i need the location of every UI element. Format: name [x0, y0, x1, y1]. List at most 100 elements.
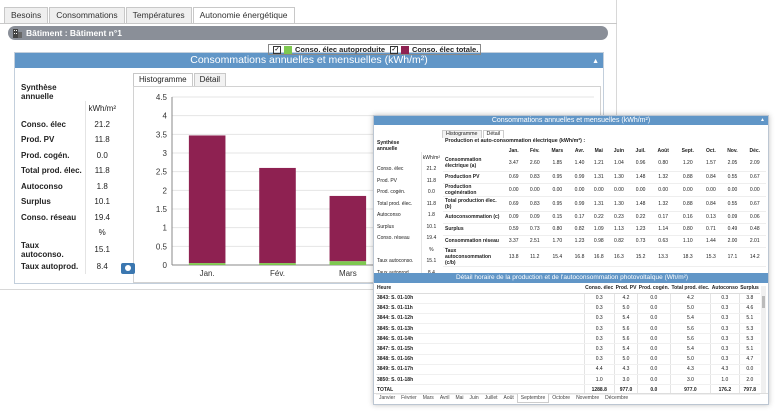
cell-value: 0.3 [710, 354, 740, 365]
cell-value: 1.23 [629, 223, 652, 236]
cell-value: 0.3 [710, 323, 740, 335]
hourly-scrollbar[interactable] [761, 286, 766, 393]
month-tab[interactable]: Janvier [379, 395, 396, 401]
y-tick-label: 4.5 [156, 93, 168, 102]
hourly-header: Détail horaire de la production et de l'… [374, 273, 768, 283]
month-tab[interactable]: Juin [469, 395, 479, 401]
cell-value: 0.0 [637, 354, 671, 365]
cell-value: 0.82 [607, 235, 630, 248]
table-row: Surplus 0.59 0.73 0.80 0.82 1.09 1.13 1.23 1.14 0… [443, 223, 766, 236]
cell-value: 0.49 [721, 223, 744, 236]
cell-value: 1.04 [607, 156, 630, 172]
cell-value: 5.4 [669, 343, 711, 355]
cell-value: 0.0 [637, 343, 671, 355]
cell-value: 0.00 [607, 183, 630, 197]
month-tab[interactable]: Avril [439, 395, 450, 401]
cell-value: 0.3 [710, 303, 740, 314]
collapse-icon[interactable]: ▲ [592, 58, 599, 65]
cell-value: 13.8 [503, 247, 525, 267]
cell-value: 1.40 [569, 156, 590, 172]
tab-consommations[interactable]: Consommations [49, 7, 125, 23]
tab-besoins[interactable]: Besoins [4, 7, 49, 23]
cell-value: 0.00 [743, 183, 766, 197]
month-column-header: Jan. [508, 148, 519, 154]
y-tick-label: 3.5 [156, 130, 168, 139]
scrollbar-thumb[interactable] [762, 296, 765, 308]
legend-checkbox-auto[interactable]: ✓ [273, 45, 281, 54]
cell-value: 1.31 [589, 171, 608, 184]
cell-value: 0.67 [743, 196, 766, 212]
cell-value: 0.95 [545, 196, 570, 212]
month-column-header: Juil. [635, 148, 646, 154]
summary-unit: kWh/m² [85, 101, 118, 117]
cell-value: 1.09 [589, 223, 608, 236]
summary-value: 11.8 [85, 132, 118, 148]
overlay-title: Consommations annuelles et mensuelles (k… [491, 117, 651, 124]
cell-value: 977.0 [613, 384, 638, 396]
cell-value: 0.69 [503, 196, 525, 212]
hourly-column-header: Heure [376, 284, 584, 294]
cell-value: 0.55 [721, 196, 744, 212]
cell-value: 3.47 [503, 156, 525, 172]
tab-histogramme[interactable]: Histogramme [133, 73, 193, 86]
month-tab[interactable]: Août [503, 395, 514, 401]
month-tab[interactable]: Novembre [576, 395, 600, 401]
hour-label: 3850: S. 01-18h [376, 374, 584, 386]
hourly-column-header: Prod. cogén. [637, 284, 671, 294]
legend-checkbox-total[interactable]: ✓ [390, 45, 399, 54]
cell-value: 0.00 [524, 183, 546, 197]
cell-value: 0.22 [629, 211, 652, 224]
cell-value: 0.00 [545, 183, 570, 197]
cell-value: 176.2 [710, 384, 740, 396]
cell-value: 1.10 [675, 235, 701, 248]
hour-label: 3843: S. 01-11h [376, 303, 584, 314]
x-tick-label: Jan. [200, 269, 215, 278]
cell-value: 0.15 [545, 211, 570, 224]
bar-total [329, 195, 367, 262]
table-row: Production PV 0.69 0.83 0.95 0.99 1.31 1.30 1.4… [443, 171, 766, 184]
summary-value: % [85, 225, 118, 241]
hourly-column-header: Surplus [739, 284, 760, 294]
month-tab[interactable]: Décembre [605, 395, 629, 401]
tab-autonomie-energetique[interactable]: Autonomie énergétique [192, 7, 295, 24]
table-row: 3843: S. 01-10h 0.3 4.2 0.0 4.2 0.3 3.8 [376, 293, 760, 304]
month-tab[interactable]: Juillet [484, 395, 498, 401]
overlay-tab-histogramme[interactable]: Histogramme [442, 130, 482, 138]
cell-value: 0.80 [545, 223, 570, 236]
hourly-column-header: Conso. élec [584, 284, 615, 294]
month-tab[interactable]: Octobre [552, 395, 571, 401]
bar-total [259, 167, 296, 264]
cell-value: 0.88 [675, 171, 701, 184]
cell-value: 16.8 [569, 247, 590, 267]
table-row: Taux autoconsommation (c/b) 13.8 11.2 15.4 1… [443, 247, 766, 267]
building-bar[interactable]: Bâtiment : Bâtiment n°1 [8, 26, 608, 40]
cell-value: 2.51 [524, 235, 546, 248]
summary-label: Surplus [377, 223, 394, 230]
table-row: 3850: S. 01-18h 1.0 3.0 0.0 3.0 1.0 2.0 [376, 374, 760, 386]
month-tab[interactable]: Mai [455, 395, 464, 401]
summary-value: 21.2 [420, 163, 441, 175]
month-tab[interactable]: Mars [422, 395, 434, 401]
cell-value: 0.3 [583, 303, 615, 314]
month-tab[interactable]: Février [401, 395, 417, 401]
cell-value: 15.4 [545, 247, 570, 267]
summary-label: Conso. élec [377, 166, 404, 173]
cell-value: 0.00 [589, 183, 608, 197]
overlay-tab-detail[interactable]: Détail [482, 130, 505, 138]
collapse-icon[interactable]: ▲ [760, 117, 765, 123]
tab-detail[interactable]: Détail [193, 73, 227, 86]
tab-temperatures[interactable]: Températures [125, 7, 192, 23]
panel-header: Consommations annuelles et mensuelles (k… [15, 53, 603, 68]
month-tab[interactable]: Septembre [516, 394, 550, 403]
camera-icon[interactable] [121, 263, 135, 274]
cell-value: 0.83 [524, 196, 546, 212]
cell-value: 1.48 [629, 196, 652, 212]
cell-value: 0.82 [569, 223, 590, 236]
overlay-annual-summary: Synthèse annuelle kWh/m² Conso. élec 21.2… [376, 140, 441, 279]
building-icon [13, 29, 22, 38]
table-row: 3844: S. 01-12h 0.3 5.4 0.0 5.4 0.3 5.1 [376, 313, 760, 325]
cell-value: 1.30 [607, 171, 630, 184]
cell-value: 0.0 [637, 374, 671, 386]
cell-value: 0.88 [675, 196, 701, 212]
summary-value: 1.8 [420, 209, 441, 221]
